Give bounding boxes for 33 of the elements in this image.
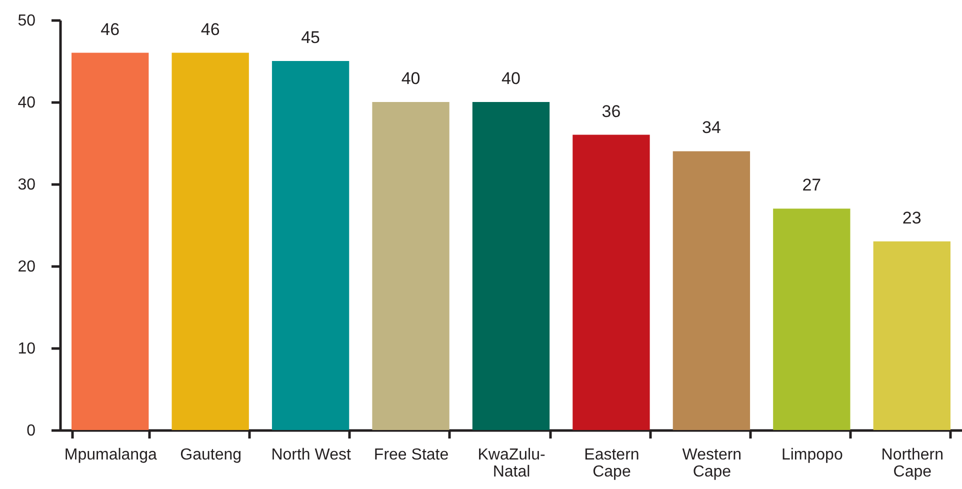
bar [672, 151, 750, 430]
x-tick-label: Free State [374, 446, 449, 464]
y-tick-label: 20 [18, 258, 36, 276]
x-tick-label: Gauteng [180, 446, 242, 464]
bar [472, 102, 550, 430]
bar [572, 134, 650, 430]
bar [873, 241, 950, 430]
y-tick-label: 10 [18, 340, 36, 358]
y-tick-label: 30 [18, 176, 36, 194]
bar [72, 52, 149, 430]
bar [272, 61, 350, 430]
x-tick-label: North West [271, 446, 352, 464]
x-tick-label: Northern Cape [881, 446, 944, 480]
y-tick-label: 40 [18, 94, 36, 112]
data-label: 34 [702, 118, 721, 138]
x-tick-label: KwaZulu-Natal [478, 446, 546, 480]
data-label: 46 [200, 20, 220, 39]
y-tick-label: 50 [18, 12, 36, 30]
data-label: 27 [802, 176, 822, 195]
x-tick-label: Western Cape [682, 446, 742, 480]
bar [773, 208, 850, 430]
data-label: 46 [100, 20, 120, 39]
data-label: 36 [602, 102, 621, 121]
x-tick-label: Eastern Cape [584, 446, 640, 480]
data-label: 40 [502, 69, 520, 88]
y-tick-label: 0 [26, 422, 36, 440]
bar [372, 102, 450, 430]
data-label: 23 [902, 208, 922, 228]
x-tick-label: Limpopo [781, 446, 843, 464]
bar [172, 52, 249, 430]
x-tick-label: Mpumalanga [64, 446, 157, 464]
data-label: 40 [401, 69, 420, 88]
data-label: 45 [301, 28, 320, 47]
